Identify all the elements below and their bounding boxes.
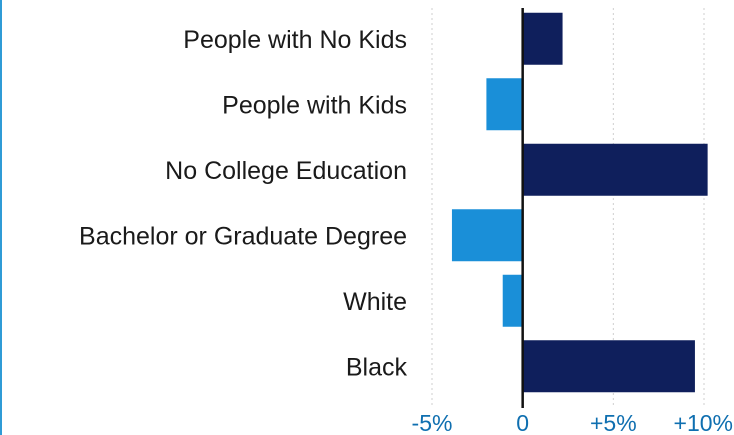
category-label: No College Education	[165, 157, 407, 185]
x-tick-label: -5%	[412, 410, 453, 435]
bar	[522, 143, 708, 196]
category-label: Black	[346, 353, 408, 381]
category-label: Bachelor or Graduate Degree	[79, 222, 407, 250]
bar	[502, 274, 523, 327]
bar	[522, 340, 695, 393]
left-border-line	[0, 0, 2, 435]
x-tick-label: +5%	[590, 410, 637, 435]
x-tick-label: +10%	[674, 410, 733, 435]
category-label: People with No Kids	[183, 26, 407, 54]
category-label: People with Kids	[222, 91, 407, 119]
category-label: White	[343, 288, 407, 316]
bar	[486, 78, 523, 131]
bar	[522, 12, 563, 65]
x-tick-label: 0	[516, 410, 529, 435]
bar	[451, 209, 523, 262]
